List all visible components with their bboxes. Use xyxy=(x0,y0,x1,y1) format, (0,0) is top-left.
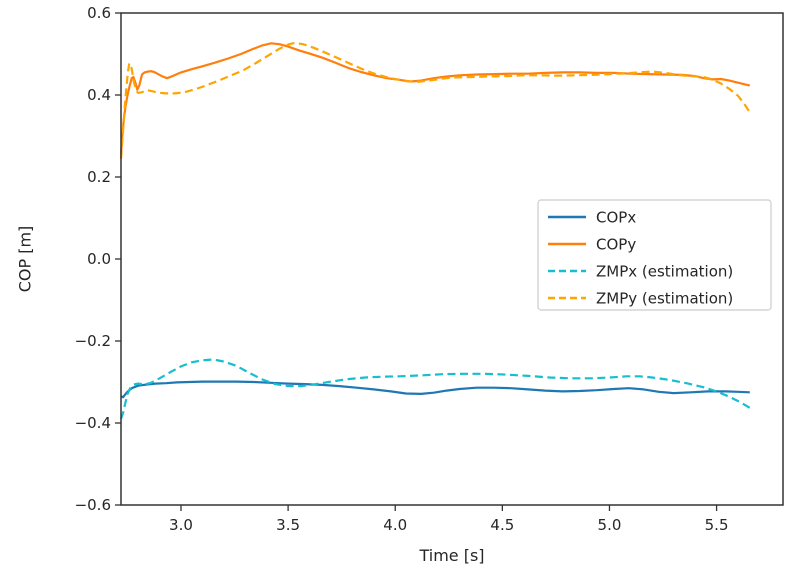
legend-label: COPx xyxy=(596,209,636,227)
series-copx-line xyxy=(120,380,750,399)
y-tick-label: 0.6 xyxy=(87,4,111,22)
legend-label: ZMPx (estimation) xyxy=(596,263,733,281)
x-tick-label: 4.0 xyxy=(383,516,407,534)
legend-entry: COPx xyxy=(548,209,636,227)
x-tick-label: 5.5 xyxy=(705,516,729,534)
y-tick-label: −0.2 xyxy=(75,332,111,350)
series-zmpy-line xyxy=(119,41,751,159)
x-tick-label: 3.5 xyxy=(276,516,300,534)
y-tick-label: 0.2 xyxy=(87,168,111,186)
y-tick-label: −0.6 xyxy=(75,496,111,514)
y-tick-label: 0.0 xyxy=(87,250,111,268)
x-tick-label: 3.0 xyxy=(169,516,193,534)
legend-entry: COPy xyxy=(548,236,636,254)
y-tick-label: 0.4 xyxy=(87,86,111,104)
legend-label: COPy xyxy=(596,236,636,254)
series-copy-line xyxy=(119,42,751,155)
x-tick-label: 5.0 xyxy=(598,516,622,534)
y-axis-title: COP [m] xyxy=(15,225,35,293)
y-tick-label: −0.4 xyxy=(75,414,111,432)
legend-label: ZMPy (estimation) xyxy=(596,290,733,308)
legend: COPx COPy ZMPx (estimation) ZMPy (estimatio… xyxy=(537,199,772,311)
x-tick-label: 4.5 xyxy=(490,516,514,534)
legend-entry: ZMPx (estimation) xyxy=(548,263,733,281)
legend-entry: ZMPy (estimation) xyxy=(548,290,733,308)
axis-ticks: 3.0 3.5 4.0 4.5 5.0 5.5 −0.6 −0.4 −0.2 0.0 0.2 0.4 0… xyxy=(75,4,729,534)
legend-box xyxy=(537,199,772,311)
x-axis-title: Time [s] xyxy=(419,546,485,565)
series-zmpx-line xyxy=(119,358,751,420)
plot-border xyxy=(120,12,784,506)
